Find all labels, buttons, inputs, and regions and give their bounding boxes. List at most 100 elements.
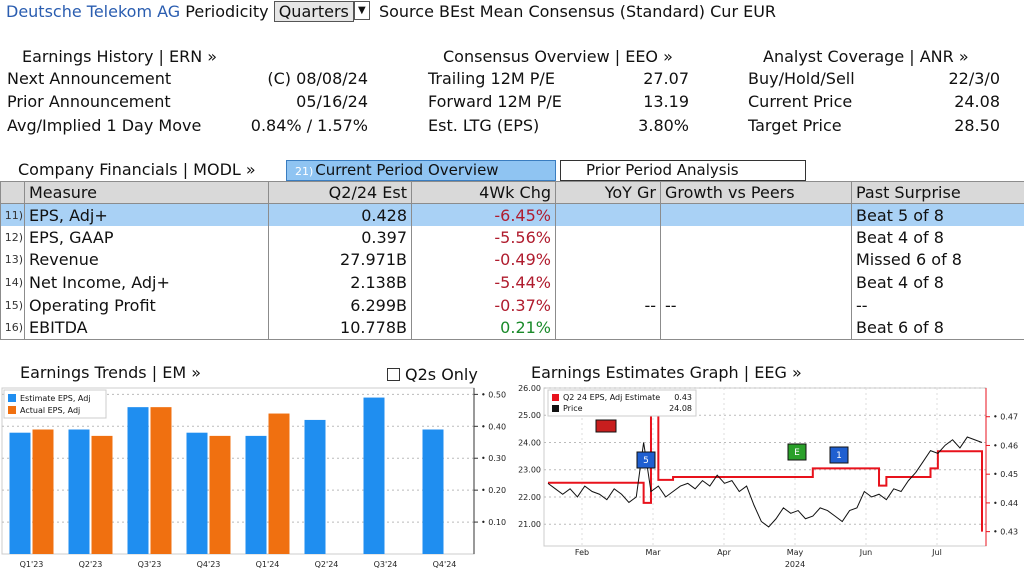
bar-estimate xyxy=(245,435,267,554)
q2s-only-checkbox[interactable]: Q2s Only xyxy=(387,365,478,384)
checkbox-icon[interactable] xyxy=(387,368,400,381)
change-cell: -0.37% xyxy=(411,293,556,317)
left-tick-label: 21.00 xyxy=(518,520,541,529)
row-label: Trailing 12M P/E xyxy=(428,69,555,88)
earnings-trends-chart: • 0.10 • 0.20 • 0.30 • 0.40 • 0.50 Q1'23 Q2'23… xyxy=(1,387,506,569)
x-tick-label: Mar xyxy=(645,548,661,557)
legend-entry: Estimate EPS, Adj xyxy=(20,394,91,403)
tab-prior-period[interactable]: Prior Period Analysis (Q1/24) xyxy=(560,160,806,198)
yoy-growth-header[interactable]: YoY Gr xyxy=(555,181,661,204)
company-name[interactable]: Deutsche Telekom AG xyxy=(6,2,181,21)
financials-table: Measure Q2/24 Est 4Wk Chg YoY Gr Growth … xyxy=(0,181,1024,340)
bar-estimate xyxy=(127,407,149,554)
yoy-cell xyxy=(555,248,661,272)
consensus-overview-title[interactable]: Consensus Overview | EEO » xyxy=(443,47,673,66)
prior-announcement-row: Prior Announcement 05/16/24 xyxy=(7,90,368,113)
peers-cell xyxy=(660,271,852,294)
row-label: Target Price xyxy=(748,116,842,135)
yoy-cell xyxy=(555,316,661,340)
past-surprise-header[interactable]: Past Surprise xyxy=(851,181,1024,204)
measure-cell: EPS, GAAP xyxy=(24,226,269,249)
row-label: Next Announcement xyxy=(7,69,172,88)
growth-vs-peers-header[interactable]: Growth vs Peers xyxy=(660,181,852,204)
x-tick-label: Jul xyxy=(931,548,942,557)
forward-pe-row: Forward 12M P/E 13.19 xyxy=(428,90,689,113)
surprise-cell: Beat 6 of 8 xyxy=(851,316,1024,340)
top-bar: Deutsche Telekom AG Periodicity Quarters… xyxy=(6,1,1024,25)
measure-cell: Net Income, Adj+ xyxy=(24,271,269,294)
peers-cell xyxy=(660,248,852,272)
row-value: 0.84% / 1.57% xyxy=(250,116,368,135)
surprise-cell: Beat 4 of 8 xyxy=(851,226,1024,249)
legend-box xyxy=(3,389,107,419)
analyst-coverage-title[interactable]: Analyst Coverage | ANR » xyxy=(763,47,969,66)
bar-estimate xyxy=(422,429,444,554)
yoy-cell: -- xyxy=(555,293,661,317)
legend-entry: Price xyxy=(563,404,583,413)
peers-cell xyxy=(660,203,852,227)
buy-hold-sell-row: Buy/Hold/Sell 22/3/0 xyxy=(748,67,1000,90)
row-number: 15) xyxy=(0,293,25,317)
row-value: 3.80% xyxy=(638,116,689,135)
measure-cell: Operating Profit xyxy=(24,293,269,317)
bar-actual xyxy=(32,429,54,554)
table-row[interactable]: 13) Revenue 27.971B -0.49% Missed 6 of 8 xyxy=(0,248,1024,272)
legend-swatch xyxy=(8,394,16,402)
earnings-trends-title[interactable]: Earnings Trends | EM » xyxy=(20,363,201,382)
row-label: Est. LTG (EPS) xyxy=(428,116,540,135)
year-label: 2024 xyxy=(785,560,805,569)
estimate-cell: 0.428 xyxy=(268,203,412,227)
bar-estimate xyxy=(186,432,208,554)
tab-current-period[interactable]: 21)Current Period Overview (Q2/24) xyxy=(286,160,556,199)
event-marker xyxy=(636,451,656,469)
four-week-change-header[interactable]: 4Wk Chg xyxy=(411,181,556,204)
row-label: Buy/Hold/Sell xyxy=(748,69,855,88)
event-marker-label: 1 xyxy=(836,451,842,461)
x-tick-label: Feb xyxy=(575,548,589,557)
yoy-cell xyxy=(555,226,661,249)
right-tick-label: • 0.45 xyxy=(993,470,1018,479)
current-price-row: Current Price 24.08 xyxy=(748,90,1000,113)
table-row[interactable]: 11) EPS, Adj+ 0.428 -6.45% Beat 5 of 8 xyxy=(0,203,1024,227)
row-number: 12) xyxy=(0,226,25,249)
change-cell: -6.45% xyxy=(411,203,556,227)
x-tick-label: Q1'23 xyxy=(20,560,44,569)
bar-actual xyxy=(91,435,113,554)
company-financials-title[interactable]: Company Financials | MODL » xyxy=(18,160,256,179)
right-tick-label: • 0.44 xyxy=(993,499,1018,508)
right-tick-label: • 0.43 xyxy=(993,528,1018,537)
x-tick-label: May xyxy=(787,548,804,557)
earnings-estimates-title[interactable]: Earnings Estimates Graph | EEG » xyxy=(531,363,802,382)
surprise-cell: Missed 6 of 8 xyxy=(851,248,1024,272)
estimate-cell: 6.299B xyxy=(268,293,412,317)
row-value: 28.50 xyxy=(954,116,1000,135)
checkbox-label: Q2s Only xyxy=(405,365,478,384)
row-number: 11) xyxy=(0,203,25,227)
earnings-history-title[interactable]: Earnings History | ERN » xyxy=(22,47,218,66)
legend-swatch xyxy=(8,406,16,414)
left-tick-label: 22.00 xyxy=(518,493,541,502)
left-tick-label: 25.00 xyxy=(518,411,541,420)
y-tick-label: • 0.30 xyxy=(481,454,506,463)
event-marker-label: E xyxy=(794,448,800,458)
event-marker-label: 5 xyxy=(643,456,649,466)
table-row[interactable]: 14) Net Income, Adj+ 2.138B -5.44% Beat … xyxy=(0,271,1024,294)
bar-actual xyxy=(209,435,231,554)
left-tick-label: 24.00 xyxy=(518,438,541,447)
table-row[interactable]: 16) EBITDA 10.778B 0.21% Beat 6 of 8 xyxy=(0,316,1024,340)
estimate-cell: 27.971B xyxy=(268,248,412,272)
estimate-cell: 0.397 xyxy=(268,226,412,249)
y-tick-label: • 0.50 xyxy=(481,390,506,399)
measure-header[interactable]: Measure xyxy=(24,181,269,204)
row-value: 27.07 xyxy=(643,69,689,88)
periodicity-select[interactable]: Quarters xyxy=(273,1,354,22)
peers-cell xyxy=(660,226,852,249)
table-row[interactable]: 15) Operating Profit 6.299B -0.37% -- --… xyxy=(0,293,1024,317)
row-label: Forward 12M P/E xyxy=(428,92,562,111)
x-tick-label: Q4'24 xyxy=(433,560,457,569)
bar-estimate xyxy=(68,429,90,554)
table-row[interactable]: 12) EPS, GAAP 0.397 -5.56% Beat 4 of 8 xyxy=(0,226,1024,249)
chevron-down-icon[interactable]: ▼ xyxy=(353,1,370,20)
estimate-cell: 10.778B xyxy=(268,316,412,340)
estimate-header[interactable]: Q2/24 Est xyxy=(268,181,412,204)
